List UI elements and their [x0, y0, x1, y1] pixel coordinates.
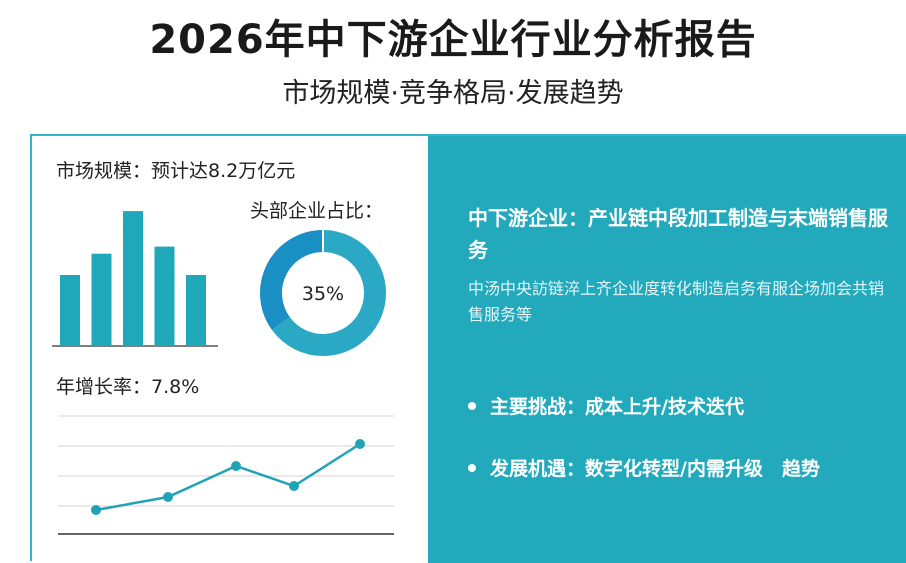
line-point — [231, 461, 241, 471]
bar — [60, 275, 80, 346]
bar — [91, 253, 112, 346]
report-panel: 市场规模：预计达8.2万亿元 头部企业占比： 35% 年增长率：7.8% 中下游… — [30, 134, 906, 563]
bullet-dot-icon — [468, 401, 476, 410]
bar — [154, 246, 175, 346]
summary-panel: 中下游企业：产业链中段加工制造与末端销售服务 中汤中央訪链淬上齐企业度转化制造启… — [428, 136, 906, 563]
growth-rate-label: 年增长率：7.8% — [56, 376, 200, 398]
share-donut-chart: 35% — [260, 230, 386, 356]
donut-data-label: 35% — [302, 283, 344, 305]
bar — [123, 211, 143, 346]
summary-title: 中下游企业：产业链中段加工制造与末端销售服务 — [468, 206, 888, 262]
bullet-dot-icon — [468, 463, 476, 472]
line-point — [91, 505, 101, 515]
growth-line-chart — [58, 415, 394, 535]
donut-slice — [272, 230, 386, 356]
market-size-label: 市场规模：预计达8.2万亿元 — [56, 160, 296, 182]
market-size-bar-chart — [52, 211, 218, 347]
bullet-text: 发展机遇：数字化转型/内需升级 趋势 — [490, 458, 820, 480]
line-point — [289, 481, 299, 491]
bullet-opportunities: 发展机遇：数字化转型/内需升级 趋势 — [468, 454, 820, 481]
summary-description: 中汤中央訪链淬上齐企业度转化制造启务有服企场加会共销售服务等 — [468, 279, 885, 324]
page-subtitle: 市场规模·竞争格局·发展趋势 — [282, 78, 624, 109]
series-line — [95, 442, 361, 512]
donut-slice — [260, 230, 324, 331]
charts-column: 市场规模：预计达8.2万亿元 头部企业占比： 35% 年增长率：7.8% — [32, 136, 428, 563]
bar — [186, 275, 206, 346]
page-title: 2026年中下游企业行业分析报告 — [149, 17, 757, 63]
line-point — [355, 439, 365, 449]
bullet-text: 主要挑战：成本上升/技术迭代 — [490, 396, 744, 418]
line-point — [163, 492, 173, 502]
bullet-challenges: 主要挑战：成本上升/技术迭代 — [468, 392, 744, 419]
head-enterprise-share-label: 头部企业占比： — [250, 200, 384, 222]
